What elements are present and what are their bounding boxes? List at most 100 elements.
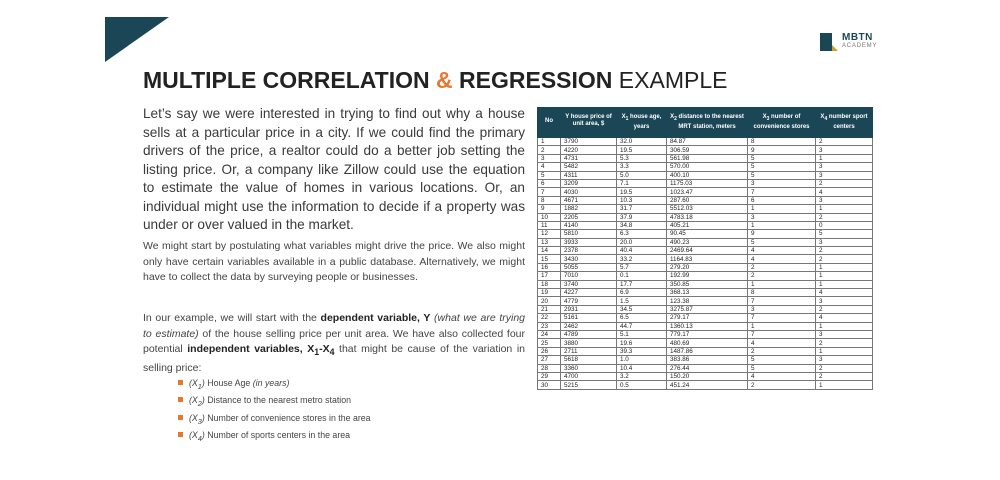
table-cell: 1023.47 bbox=[666, 187, 748, 197]
table-cell: 19 bbox=[537, 288, 561, 298]
table-cell: 5161 bbox=[560, 313, 617, 323]
table-cell: 44.7 bbox=[616, 321, 667, 332]
table-cell: 4671 bbox=[560, 195, 617, 206]
table-cell: 10.4 bbox=[616, 363, 667, 373]
table-cell: 1 bbox=[747, 279, 816, 290]
table-row: 28 3360 10.4 276.44 5 2 bbox=[537, 363, 873, 373]
table-cell: 4 bbox=[815, 288, 873, 298]
table-cell: 4 bbox=[747, 371, 816, 382]
table-cell: 19.6 bbox=[616, 338, 667, 348]
table-cell: 570.00 bbox=[666, 162, 748, 172]
table-cell: 1 bbox=[747, 220, 816, 231]
table-cell: 13 bbox=[537, 237, 561, 248]
table-cell: 9 bbox=[747, 229, 816, 239]
table-cell: 4 bbox=[815, 313, 873, 323]
table-row: 1 3790 32.0 84.87 8 2 bbox=[537, 136, 873, 147]
table-cell: 17.7 bbox=[616, 279, 667, 290]
table-cell: 25 bbox=[537, 338, 561, 348]
table-cell: 7 bbox=[747, 313, 816, 323]
table-cell: 5055 bbox=[560, 262, 617, 273]
bullet-square-icon bbox=[178, 397, 183, 403]
table-cell: 1882 bbox=[560, 204, 617, 214]
table-cell: 7010 bbox=[560, 271, 617, 281]
title-ampersand: & bbox=[436, 67, 453, 93]
table-cell: 6 bbox=[747, 195, 816, 206]
header-distance: X2 distance to the nearest MRT station, … bbox=[666, 107, 748, 138]
table-cell: 1 bbox=[815, 321, 873, 332]
table-cell: 2 bbox=[815, 136, 873, 147]
table-cell: 1360.13 bbox=[666, 321, 748, 332]
variable-list: (X1) House Age (in years) (X2) Distance … bbox=[178, 376, 371, 445]
table-cell: 1 bbox=[815, 271, 873, 281]
table-cell: 4783.18 bbox=[666, 212, 748, 222]
table-cell: 34.5 bbox=[616, 304, 667, 315]
table-row: 29 4700 3.2 150.20 4 2 bbox=[537, 371, 873, 382]
table-cell: 4789 bbox=[560, 329, 617, 340]
table-cell: 9 bbox=[537, 204, 561, 214]
table-cell: 15 bbox=[537, 254, 561, 264]
table-cell: 5512.03 bbox=[666, 204, 748, 214]
table-cell: 9 bbox=[747, 145, 816, 155]
table-cell: 2711 bbox=[560, 346, 617, 357]
table-row: 9 1882 31.7 5512.03 1 1 bbox=[537, 204, 873, 214]
table-row: 3 4731 5.3 561.98 5 1 bbox=[537, 153, 873, 164]
table-cell: 1 bbox=[747, 204, 816, 214]
table-cell: 3880 bbox=[560, 338, 617, 348]
table-cell: 3 bbox=[815, 195, 873, 206]
table-cell: 2 bbox=[815, 246, 873, 256]
table-cell: 40.4 bbox=[616, 246, 667, 256]
table-cell: 0.1 bbox=[616, 271, 667, 281]
table-cell: 28 bbox=[537, 363, 561, 373]
header-stores: X3 number of convenience stores bbox=[747, 107, 816, 138]
table-cell: 3 bbox=[815, 162, 873, 172]
table-row: 12 5810 6.3 90.45 9 5 bbox=[537, 229, 873, 239]
table-cell: 3360 bbox=[560, 363, 617, 373]
table-cell: 4700 bbox=[560, 371, 617, 382]
table-cell: 2 bbox=[815, 178, 873, 189]
table-row: 8 4671 10.3 287.60 6 3 bbox=[537, 195, 873, 206]
table-row: 16 5055 5.7 279.20 2 1 bbox=[537, 262, 873, 273]
table-cell: 2 bbox=[815, 304, 873, 315]
table-cell: 2378 bbox=[560, 246, 617, 256]
table-cell: 5810 bbox=[560, 229, 617, 239]
table-cell: 21 bbox=[537, 304, 561, 315]
table-cell: 2 bbox=[815, 363, 873, 373]
table-cell: 2 bbox=[747, 346, 816, 357]
table-cell: 5.7 bbox=[616, 262, 667, 273]
table-cell: 4140 bbox=[560, 220, 617, 231]
table-cell: 32.0 bbox=[616, 136, 667, 147]
table-cell: 2205 bbox=[560, 212, 617, 222]
table-cell: 2 bbox=[537, 145, 561, 155]
table-cell: 1 bbox=[815, 346, 873, 357]
table-row: 15 3430 33.2 1164.83 4 2 bbox=[537, 254, 873, 264]
table-cell: 4227 bbox=[560, 288, 617, 298]
table-cell: 11 bbox=[537, 220, 561, 231]
table-cell: 4731 bbox=[560, 153, 617, 164]
table-cell: 3 bbox=[815, 329, 873, 340]
table-cell: 1 bbox=[815, 204, 873, 214]
table-cell: 306.59 bbox=[666, 145, 748, 155]
table-cell: 3933 bbox=[560, 237, 617, 248]
table-cell: 1 bbox=[537, 136, 561, 147]
table-cell: 279.20 bbox=[666, 262, 748, 273]
table-cell: 4779 bbox=[560, 296, 617, 306]
bullet-square-icon bbox=[178, 432, 183, 438]
table-body: 1 3790 32.0 84.87 8 2 2 4220 19.5 306.59 9 3 3 4731 5.… bbox=[537, 136, 873, 390]
table-cell: 3 bbox=[815, 145, 873, 155]
table-cell: 3.2 bbox=[616, 371, 667, 382]
table-cell: 7.1 bbox=[616, 178, 667, 189]
table-cell: 8 bbox=[747, 136, 816, 147]
slide-title: MULTIPLE CORRELATION & REGRESSION EXAMPL… bbox=[143, 67, 727, 94]
table-cell: 84.87 bbox=[666, 136, 748, 147]
table-cell: 1.5 bbox=[616, 296, 667, 306]
table-cell: 4311 bbox=[560, 170, 617, 180]
title-part-1: MULTIPLE CORRELATION bbox=[143, 67, 430, 93]
table-cell: 0 bbox=[815, 220, 873, 231]
table-cell: 4 bbox=[747, 254, 816, 264]
table-cell: 10 bbox=[537, 212, 561, 222]
table-cell: 1 bbox=[747, 321, 816, 332]
table-cell: 27 bbox=[537, 355, 561, 365]
table-row: 19 4227 6.9 368.13 8 4 bbox=[537, 288, 873, 298]
table-cell: 34.8 bbox=[616, 220, 667, 231]
paragraph-example: In our example, we will start with the d… bbox=[143, 312, 525, 374]
